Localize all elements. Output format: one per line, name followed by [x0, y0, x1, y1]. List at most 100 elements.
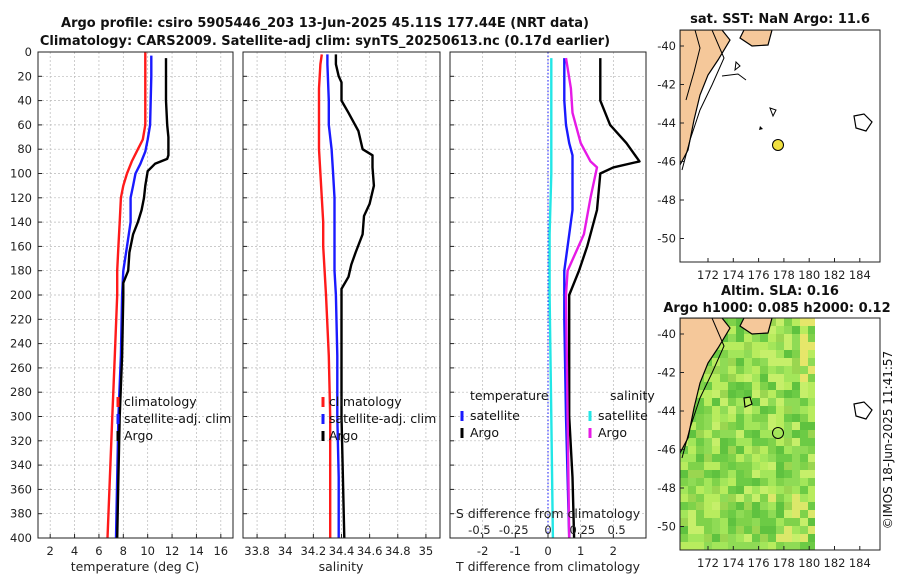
sla-cell [704, 534, 712, 542]
sla-cell [800, 518, 808, 526]
sla-cell [760, 422, 768, 430]
sla-cell [792, 398, 800, 406]
sla-south-island-land [680, 318, 731, 454]
sla-cell [784, 486, 792, 494]
sla-cell [792, 326, 800, 334]
sla-cell [808, 382, 816, 390]
series-line-climatology [106, 52, 147, 539]
sla-cell [736, 534, 744, 542]
x-tick-label: 33.8 [244, 544, 270, 558]
sla-cell [704, 382, 712, 390]
sla-cell [768, 414, 776, 422]
sla-cell [696, 542, 704, 550]
map-y-tick-label: -48 [657, 193, 676, 207]
sla-cell [792, 334, 800, 342]
map-x-tick-label: 174 [722, 268, 744, 282]
sla-cell [808, 478, 816, 486]
sla-cell [768, 518, 776, 526]
sla-cell [776, 438, 784, 446]
sla-cell [776, 414, 784, 422]
sla-cell [688, 430, 696, 438]
sst-contour-3 [721, 73, 747, 81]
x-tick-label: -1 [510, 544, 521, 558]
map-y-tick-label: -42 [657, 78, 676, 92]
sla-cell [768, 382, 776, 390]
x-tick-label: 6 [95, 544, 102, 558]
sla-cell [712, 494, 720, 502]
sla-cell [800, 438, 808, 446]
s-tick-label: -0.25 [499, 523, 529, 537]
map-x-tick-label: 176 [748, 268, 770, 282]
sla-cell [760, 334, 768, 342]
sla-cell [808, 422, 816, 430]
sla-cell [752, 454, 760, 462]
sla-cell [784, 334, 792, 342]
sla-cell [800, 374, 808, 382]
sla-cell [760, 414, 768, 422]
sla-cell [744, 358, 752, 366]
x-tick-label: 14 [189, 544, 204, 558]
sla-cell [776, 342, 784, 350]
sla-cell [784, 406, 792, 414]
s-tick-label: 0.25 [569, 523, 595, 537]
sla-cell [808, 374, 816, 382]
sla-cell [728, 502, 736, 510]
x-tick-label: 2 [610, 544, 617, 558]
sla-cell [736, 366, 744, 374]
sla-islet [743, 396, 753, 408]
sla-cell [760, 534, 768, 542]
sla-cell [728, 542, 736, 550]
sla-cell [736, 374, 744, 382]
x-tick-label: 34.4 [329, 544, 355, 558]
sla-cell [784, 374, 792, 382]
south-island-land [680, 30, 731, 166]
map-x-tick-label: 178 [773, 268, 795, 282]
series-line-satellite-adj-clim [326, 54, 340, 538]
sla-cell [712, 398, 720, 406]
legend-temperature-title: temperature [470, 388, 549, 403]
sla-cell [760, 406, 768, 414]
sla-cell [712, 414, 720, 422]
sla-cell [736, 398, 744, 406]
sla-cell [744, 350, 752, 358]
salinity-xlabel: salinity [319, 559, 364, 574]
sla-cell [800, 446, 808, 454]
sla-cell [808, 510, 816, 518]
sla-cell [712, 478, 720, 486]
sla-cell [728, 390, 736, 398]
sla-cell [720, 358, 728, 366]
sla-cell [760, 454, 768, 462]
legend-salinity-title: salinity [610, 388, 655, 403]
temperature-panel: 0 20 40 60 80 100 120 140 160 180 200 220 240 260 280 3… [10, 45, 234, 558]
sla-cell [720, 406, 728, 414]
map-x-tick-label: 184 [849, 268, 871, 282]
sla-cell [776, 494, 784, 502]
sla-cell [800, 350, 808, 358]
sla-cell [720, 510, 728, 518]
sla-cell [752, 398, 760, 406]
sla-cell [808, 318, 816, 326]
sla-cell [720, 390, 728, 398]
sla-cell [696, 390, 704, 398]
sla-cell [792, 366, 800, 374]
sla-cell [752, 478, 760, 486]
sla-cell [808, 542, 816, 550]
sla-cell [808, 398, 816, 406]
sla-cell [752, 414, 760, 422]
sla-cell [712, 470, 720, 478]
sla-cell [776, 510, 784, 518]
sla-cell [776, 390, 784, 398]
sla-cell [792, 430, 800, 438]
sla-cell [728, 526, 736, 534]
sla-cell [736, 502, 744, 510]
sla-cell [744, 398, 752, 406]
sla-cell [760, 382, 768, 390]
sla-cell [704, 422, 712, 430]
x-tick-label: 10 [140, 544, 155, 558]
sla-cell [728, 430, 736, 438]
series-line-satellite-adj-clim [114, 55, 153, 539]
sla-cell [792, 462, 800, 470]
sla-cell [736, 326, 744, 334]
sla-cell [776, 350, 784, 358]
sla-cell [720, 542, 728, 550]
